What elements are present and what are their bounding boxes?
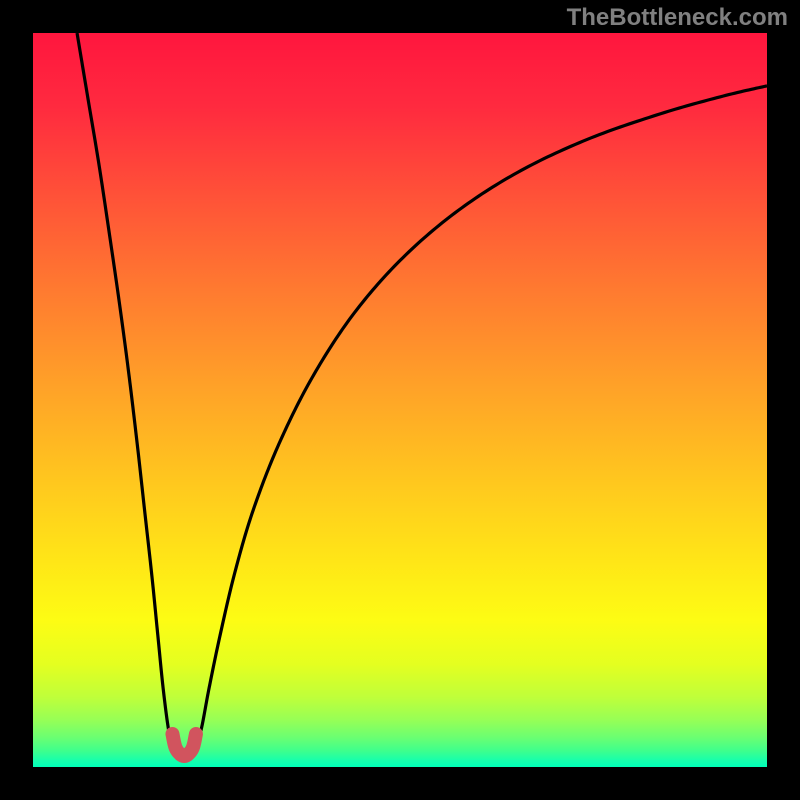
chart-container: TheBottleneck.com: [0, 0, 800, 800]
watermark-text: TheBottleneck.com: [567, 4, 788, 32]
gradient-background: [33, 33, 767, 767]
chart-svg: [33, 33, 767, 767]
plot-area: [33, 33, 767, 767]
